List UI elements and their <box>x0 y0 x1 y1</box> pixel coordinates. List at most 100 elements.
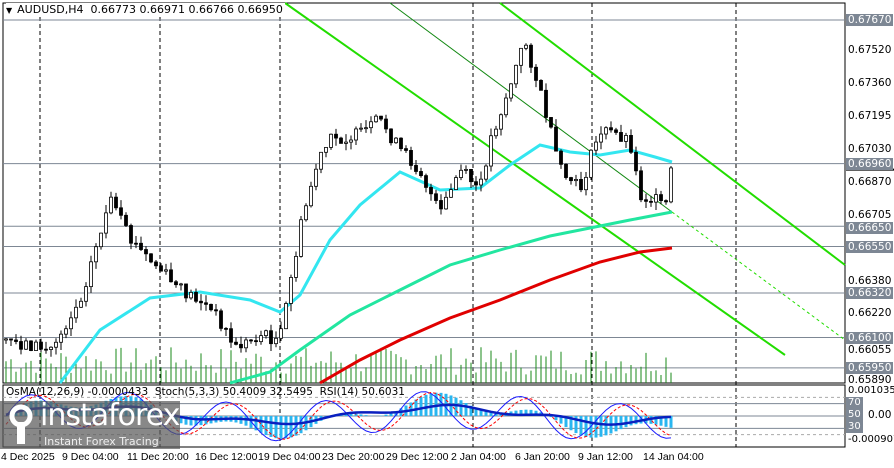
candle-body <box>214 309 218 312</box>
time-tick: 19 Dec 04:00 <box>258 451 321 463</box>
candle-body <box>514 64 518 85</box>
candle-body <box>324 147 328 153</box>
instaforex-logo-icon <box>9 404 33 444</box>
time-tick: 2 Jan 04:00 <box>451 451 506 463</box>
candle-body <box>39 341 43 350</box>
candle-body <box>494 128 498 137</box>
candle-body <box>4 338 8 341</box>
time-tick: 23 Dec 20:00 <box>322 451 385 463</box>
candle-body <box>24 340 28 350</box>
price-tick: 0.67195 <box>848 110 892 123</box>
candle-body <box>614 129 618 133</box>
candle-body <box>469 169 473 183</box>
candle-body <box>444 196 448 210</box>
time-tick: 6 Jan 20:00 <box>515 451 570 463</box>
candle-body <box>229 328 233 343</box>
instaforex-watermark: instaforex Instant Forex Tracing <box>0 399 180 449</box>
time-tick: 4 Dec 2025 <box>1 451 55 463</box>
candle-body <box>34 341 38 351</box>
candle-body <box>369 121 373 129</box>
candle-body <box>264 330 268 337</box>
candle-body <box>489 135 493 167</box>
candle-body <box>499 114 503 130</box>
candle-body <box>564 163 568 178</box>
trend-line <box>389 2 673 213</box>
candle-body <box>14 339 18 342</box>
price-tick: 0.67520 <box>848 44 892 57</box>
candle-body <box>584 176 588 191</box>
candle-body <box>644 199 648 202</box>
candle-body <box>554 126 558 152</box>
candle-body <box>434 193 438 201</box>
candle-body <box>174 281 178 286</box>
candle-body <box>544 89 548 118</box>
candle-body <box>534 66 538 81</box>
candle-body <box>149 253 153 263</box>
candle-body <box>424 175 428 188</box>
dropdown-triangle-icon[interactable]: ▼ <box>6 6 13 15</box>
candle-body <box>179 283 183 286</box>
candle-body <box>169 269 173 283</box>
price-tick: 0.66055 <box>848 344 892 357</box>
candle-body <box>199 300 203 304</box>
candle-body <box>164 269 168 272</box>
candle-body <box>379 115 383 120</box>
time-tick: 16 Dec 12:00 <box>195 451 258 463</box>
candle-body <box>259 335 263 343</box>
indicator-level-70: 70 <box>846 397 863 409</box>
candle-body <box>339 137 343 144</box>
candle-body <box>484 165 488 180</box>
candle-body <box>389 128 393 144</box>
candle-body <box>654 194 658 203</box>
candle-body <box>364 127 368 130</box>
time-tick: 9 Jan 12:00 <box>578 451 633 463</box>
moving-average-mid <box>229 210 673 385</box>
candle-body <box>474 181 478 186</box>
candle-body <box>254 340 258 343</box>
candle-body <box>244 339 248 349</box>
time-tick: 11 Dec 20:00 <box>127 451 189 463</box>
candle-body <box>464 169 468 171</box>
candle-body <box>319 151 323 170</box>
candle-body <box>304 205 308 221</box>
candle-body <box>54 341 58 348</box>
candle-body <box>629 135 633 153</box>
candle-body <box>454 177 458 190</box>
candle-body <box>284 303 288 330</box>
candle-body <box>529 44 533 68</box>
price-level-label: 0.66550 <box>846 240 894 253</box>
candle-body <box>669 167 673 203</box>
candle-body <box>594 141 598 151</box>
candle-body <box>574 179 578 182</box>
symbol-name: AUDUSD,H4 <box>17 3 84 16</box>
price-level-label: 0.67670 <box>846 14 894 26</box>
candle-body <box>74 306 78 319</box>
candle-body <box>289 277 293 304</box>
indicator-label: OsMA(12,26,9) -0.0000433 Stoch(5,3,3) 50… <box>6 386 405 398</box>
candle-body <box>419 171 423 177</box>
candle-body <box>269 330 273 345</box>
candle-body <box>349 139 353 143</box>
candle-body <box>404 148 408 151</box>
candle-body <box>449 189 453 198</box>
candle-body <box>659 194 663 202</box>
candle-body <box>604 127 608 135</box>
candle-body <box>589 149 593 178</box>
candle-body <box>569 177 573 182</box>
candle-body <box>204 302 208 305</box>
indicator-axis-bottom: -0.000907 <box>848 434 894 445</box>
indicator-axis-zero: 0.00 <box>868 409 892 421</box>
candle-body <box>134 242 138 245</box>
time-tick: 9 Dec 04:00 <box>62 451 119 463</box>
price-tick: 0.65890 <box>848 374 892 387</box>
candle-body <box>509 83 513 99</box>
candle-body <box>89 261 93 288</box>
candle-body <box>524 44 528 49</box>
ohlc-values: 0.66773 0.66971 0.66766 0.66950 <box>90 3 283 16</box>
candle-body <box>479 178 483 186</box>
candle-body <box>329 133 333 148</box>
candle-body <box>239 343 243 349</box>
candle-body <box>619 132 623 142</box>
candle-body <box>384 118 388 130</box>
candle-body <box>159 265 163 272</box>
